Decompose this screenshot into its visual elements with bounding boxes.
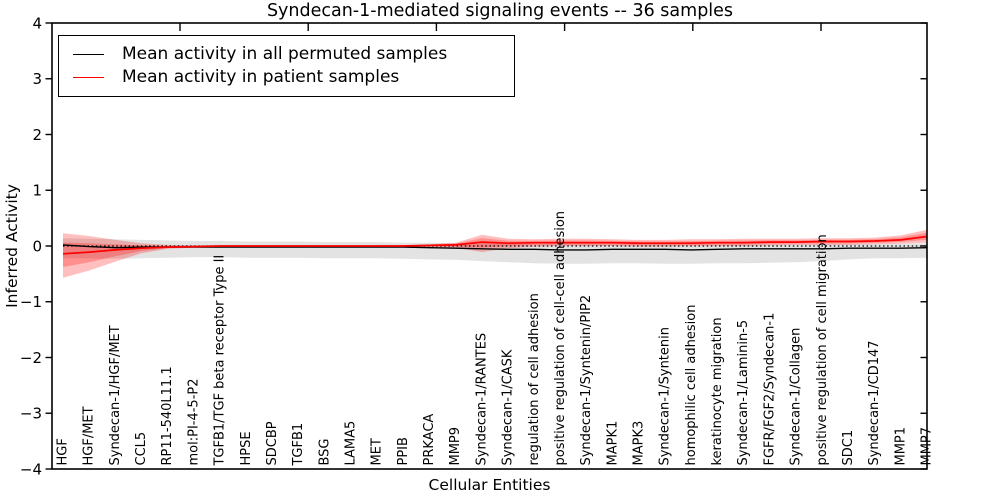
- legend-entry-patient: Mean activity in patient samples: [73, 69, 514, 86]
- y-tick-label: 0: [32, 237, 42, 255]
- x-category-label: BSG: [317, 438, 332, 465]
- y-tick-label: 4: [32, 14, 42, 32]
- x-category-label: Syndecan-1/Syntenin: [658, 327, 673, 466]
- x-category-label: RP11-540L11.1: [160, 366, 175, 465]
- permuted-band: [63, 238, 927, 264]
- x-category-label: HGF/MET: [82, 406, 97, 465]
- x-category-label: mol:PI-4-5-P2: [186, 378, 201, 465]
- x-category-label: TGFB1: [291, 423, 306, 467]
- x-category-label: PPIB: [396, 437, 411, 465]
- x-category-label: SDC1: [841, 430, 856, 466]
- x-category-label: Syndecan-1/CD147: [867, 340, 882, 465]
- y-tick-label: −1: [20, 293, 42, 311]
- x-category-label: CCL5: [134, 432, 149, 466]
- x-category-label: Syndecan-1/Laminin-5: [736, 320, 751, 466]
- patient-line-sample: [73, 77, 104, 78]
- x-category-label: SDCBP: [265, 421, 280, 465]
- x-category-label: TGFB1/TGF beta receptor Type II: [213, 255, 228, 467]
- x-category-label: Syndecan-1/Collagen: [789, 328, 804, 466]
- patient-band-inner: [63, 232, 927, 267]
- x-category-label: Syndecan-1/Syntenin/PIP2: [579, 295, 594, 466]
- legend-label-permuted: Mean activity in all permuted samples: [122, 44, 448, 64]
- x-category-label: Syndecan-1/HGF/MET: [108, 325, 123, 465]
- x-category-label: PRKACA: [422, 414, 437, 466]
- chart-title: Syndecan-1-mediated signaling events -- …: [266, 1, 734, 21]
- x-category-label: HGF: [56, 438, 71, 465]
- x-axis-label: Cellular Entities: [428, 476, 551, 494]
- x-category-label: keratinocyte migration: [710, 317, 725, 465]
- x-category-label: Syndecan-1/RANTES: [474, 333, 489, 466]
- legend-label-patient: Mean activity in patient samples: [122, 67, 400, 87]
- x-category-label: HPSE: [239, 431, 254, 465]
- x-category-label: LAMA5: [344, 421, 359, 466]
- x-category-label: homophilic cell adhesion: [684, 305, 699, 466]
- y-tick-label: −4: [20, 460, 42, 478]
- y-tick-label: −3: [20, 405, 42, 423]
- x-category-label: positive regulation of cell migration: [815, 234, 830, 465]
- x-category-label: regulation of cell adhesion: [527, 293, 542, 465]
- x-category-label: Syndecan-1/CASK: [501, 349, 516, 465]
- x-category-label: MAPK3: [632, 421, 647, 466]
- y-tick-label: 2: [32, 126, 42, 144]
- x-category-label: MMP7: [920, 427, 935, 466]
- patient-mean-line: [62, 235, 928, 255]
- legend-box: Mean activity in all permuted samples Me…: [58, 35, 515, 97]
- x-category-label: MMP9: [448, 427, 463, 466]
- y-tick-label: −2: [20, 349, 42, 367]
- permuted-line-sample: [73, 54, 104, 55]
- x-category-label: MMP1: [893, 427, 908, 466]
- x-category-label: positive regulation of cell-cell adhesio…: [553, 211, 568, 466]
- x-category-label: FGFR/FGF2/Syndecan-1: [762, 313, 777, 466]
- x-category-label: MET: [370, 438, 385, 465]
- legend-entry-permuted: Mean activity in all permuted samples: [73, 46, 514, 63]
- y-tick-label: 1: [32, 182, 42, 200]
- x-category-label: MAPK1: [605, 421, 620, 466]
- patient-band-outer: [63, 229, 927, 278]
- y-tick-label: 3: [32, 70, 42, 88]
